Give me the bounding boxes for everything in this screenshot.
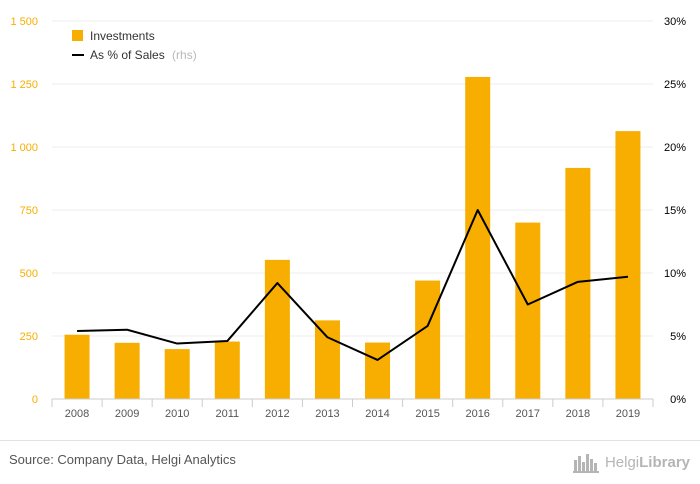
bar-investments-2018	[565, 168, 590, 399]
bar-series	[65, 77, 641, 399]
legend-investments-label: Investments	[90, 29, 155, 43]
bar-investments-2013	[315, 320, 340, 399]
right-axis-tick-label: 30%	[664, 16, 686, 28]
x-axis-tick-label: 2012	[265, 408, 289, 420]
left-axis-tick-label: 1 250	[10, 79, 38, 91]
brand-part-library: Library	[639, 454, 690, 471]
x-axis-tick-label: 2009	[115, 408, 139, 420]
bar-investments-2015	[415, 281, 440, 399]
right-axis-tick-label: 0%	[670, 394, 686, 406]
legend-pct-sales-text: As % of Sales (rhs)	[90, 48, 197, 62]
x-axis-tick-label: 2018	[566, 408, 590, 420]
legend: Investments As % of Sales (rhs)	[72, 29, 197, 62]
bar-investments-2010	[165, 349, 190, 399]
x-axis-tick-label: 2010	[165, 408, 189, 420]
x-axis-tick-label: 2017	[516, 408, 540, 420]
right-axis-tick-label: 5%	[670, 331, 686, 343]
left-axis-tick-label: 0	[32, 394, 38, 406]
bar-investments-2019	[615, 131, 640, 399]
bar-investments-2012	[265, 260, 290, 399]
bar-investments-2009	[115, 343, 140, 399]
x-axis-tick-label: 2013	[315, 408, 339, 420]
line-series	[77, 210, 628, 360]
source-note: Source: Company Data, Helgi Analytics	[9, 452, 236, 467]
left-axis-tick-label: 500	[20, 268, 38, 280]
x-axis-tick-label: 2008	[65, 408, 89, 420]
right-axis-tick-label: 10%	[664, 268, 686, 280]
chart: 0 250 500 750 1 000 1 250 1 500 0% 5% 10% 15% 20% 25…	[0, 0, 700, 440]
left-axis-tick-label: 750	[20, 205, 38, 217]
bar-investments-2016	[465, 77, 490, 399]
left-axis-tick-label: 1 500	[10, 16, 38, 28]
bar-investments-2011	[215, 342, 240, 399]
legend-investments-swatch	[72, 30, 83, 41]
bar-investments-2017	[515, 223, 540, 399]
brand-logo: Helgi Library	[573, 450, 690, 474]
legend-pct-sales-label: As % of Sales	[90, 48, 165, 62]
right-axis-tick-label: 20%	[664, 142, 686, 154]
brand-part-helgi: Helgi	[605, 454, 639, 471]
x-axis-tick-label: 2014	[365, 408, 389, 420]
footer: Source: Company Data, Helgi Analytics He…	[0, 440, 700, 484]
left-axis-tick-label: 1 000	[10, 142, 38, 154]
line-pct-of-sales	[77, 210, 628, 360]
x-axis-tick-label: 2019	[616, 408, 640, 420]
x-axis-tick-label: 2011	[215, 408, 239, 420]
legend-rhs-note: (rhs)	[172, 48, 197, 62]
right-axis-tick-label: 15%	[664, 205, 686, 217]
left-axis-tick-label: 250	[20, 331, 38, 343]
right-axis-tick-label: 25%	[664, 79, 686, 91]
library-icon	[573, 451, 601, 473]
bar-investments-2014	[365, 343, 390, 399]
bar-investments-2008	[65, 335, 90, 399]
x-axis-tick-label: 2015	[415, 408, 439, 420]
x-axis-tick-label: 2016	[465, 408, 489, 420]
